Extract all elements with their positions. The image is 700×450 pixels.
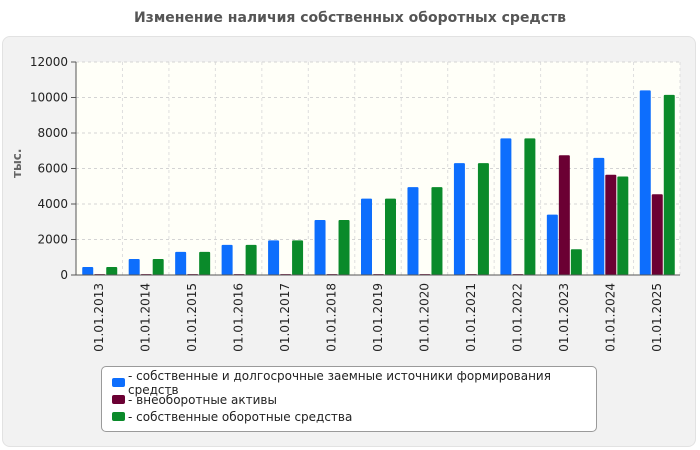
bar-3 xyxy=(570,249,582,275)
y-tick-label: 0 xyxy=(60,268,68,282)
bar-2 xyxy=(605,174,617,275)
bar-1 xyxy=(128,259,140,275)
bar-3 xyxy=(524,138,536,275)
chart-title: Изменение наличия собственных оборотных … xyxy=(133,10,567,26)
bar-3 xyxy=(338,219,350,275)
x-tick-label: 01.01.2020 xyxy=(417,283,431,352)
x-tick-label: 01.01.2021 xyxy=(464,283,478,352)
bar-1 xyxy=(175,251,187,275)
bar-1 xyxy=(546,214,558,275)
bar-1 xyxy=(500,138,512,275)
x-tick-label: 01.01.2025 xyxy=(650,283,664,352)
bar-1 xyxy=(407,187,419,275)
x-tick-label: 01.01.2019 xyxy=(371,283,385,352)
bar-1 xyxy=(453,163,465,275)
bar-1 xyxy=(639,90,651,276)
x-tick-label: 01.01.2017 xyxy=(278,283,292,352)
x-tick-label: 01.01.2024 xyxy=(603,283,617,352)
bar-3 xyxy=(152,259,164,275)
legend-label: - внеоборотные активы xyxy=(128,392,277,407)
bar-1 xyxy=(221,244,233,275)
y-tick-label: 2000 xyxy=(37,233,68,247)
bar-3 xyxy=(477,163,489,275)
x-tick-label: 01.01.2015 xyxy=(185,283,199,352)
bar-3 xyxy=(245,244,257,275)
bar-1 xyxy=(593,157,605,275)
x-tick-label: 01.01.2016 xyxy=(232,283,246,352)
y-tick-label: 8000 xyxy=(37,126,68,140)
x-tick-label: 01.01.2013 xyxy=(92,283,106,352)
legend-label: - собственные оборотные средства xyxy=(128,409,353,424)
x-tick-label: 01.01.2014 xyxy=(139,283,153,352)
bar-1 xyxy=(82,267,94,275)
legend-swatch xyxy=(112,412,125,421)
bar-2 xyxy=(558,155,570,275)
x-tick-label: 01.01.2018 xyxy=(325,283,339,352)
bar-3 xyxy=(617,176,629,275)
legend-swatch xyxy=(112,395,125,404)
y-tick-label: 4000 xyxy=(37,197,68,211)
bar-1 xyxy=(361,198,372,275)
y-axis-label: тыс. xyxy=(10,148,24,178)
bar-2 xyxy=(651,194,663,275)
y-tick-label: 12000 xyxy=(30,55,68,69)
bar-3 xyxy=(199,251,211,275)
legend-label: - собственные и долгосрочные заемные ист… xyxy=(128,368,551,397)
bar-3 xyxy=(663,94,675,276)
chart-legend: - собственные и долгосрочные заемные ист… xyxy=(101,366,597,432)
bar-1 xyxy=(314,219,326,275)
legend-swatch xyxy=(112,378,125,387)
legend-item-1: - собственные и долгосрочные заемные ист… xyxy=(112,369,596,397)
legend-item-2: - внеоборотные активы xyxy=(112,391,596,408)
bar-3 xyxy=(106,267,118,275)
bar-3 xyxy=(431,187,443,275)
bar-3 xyxy=(385,198,396,275)
y-tick-label: 6000 xyxy=(37,162,68,176)
x-tick-label: 01.01.2023 xyxy=(557,283,571,352)
y-tick-label: 10000 xyxy=(30,91,68,105)
legend-item-3: - собственные оборотные средства xyxy=(112,408,596,425)
bar-1 xyxy=(268,240,280,275)
x-tick-label: 01.01.2022 xyxy=(510,283,524,352)
bar-3 xyxy=(292,240,304,275)
